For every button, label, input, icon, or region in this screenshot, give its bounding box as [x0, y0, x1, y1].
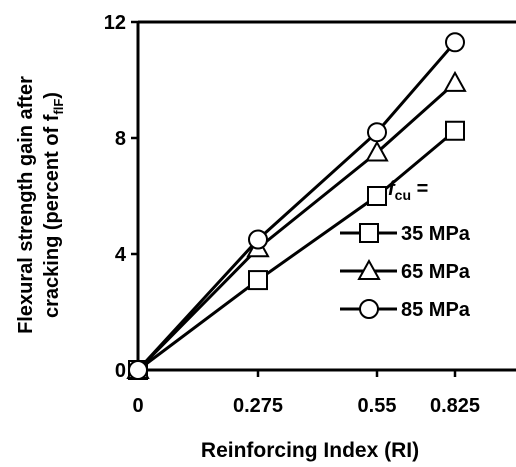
- legend-title-prefix: f: [388, 178, 397, 200]
- data-point: [248, 229, 268, 250]
- data-point: [367, 186, 387, 206]
- data-point: [443, 70, 467, 92]
- legend-marker: [357, 258, 381, 280]
- y-axis-title-line2-prefix: cracking (percent of f: [41, 114, 63, 318]
- y-tick-label: 12: [104, 12, 126, 34]
- y-tick-label: 0: [115, 360, 126, 382]
- x-tick-label: 0.275: [233, 395, 283, 417]
- legend-label: 35 MPa: [401, 223, 471, 245]
- x-axis-title: Reinforcing Index (RI): [201, 439, 419, 462]
- y-axis-title: Flexural strength gain after cracking (p…: [15, 76, 66, 334]
- x-ticks: 0 0.275 0.55 0.825: [132, 370, 480, 417]
- legend-title-sub: cu: [395, 187, 411, 203]
- data-point: [445, 120, 465, 141]
- legend-title: fcu =: [388, 178, 428, 203]
- series-circle: [128, 32, 465, 380]
- x-tick-label: 0.825: [430, 395, 480, 417]
- x-tick-label: 0: [132, 395, 143, 417]
- data-point: [367, 122, 387, 143]
- data-point: [445, 32, 465, 53]
- series-line: [136, 81, 456, 372]
- y-tick-label: 4: [115, 244, 127, 266]
- series-group: [126, 32, 467, 380]
- y-axis-title-line1: Flexural strength gain after: [15, 76, 37, 334]
- legend-label: 65 MPa: [401, 261, 471, 283]
- y-axis-title-line2: cracking (percent of fflF): [41, 92, 66, 318]
- y-axis-title-line2-suffix: ): [41, 92, 63, 99]
- data-point: [365, 140, 389, 162]
- y-tick-label: 8: [115, 128, 126, 150]
- legend-entry: 35 MPa: [340, 223, 471, 245]
- axes: [136, 20, 516, 372]
- x-tick-label: 0.55: [358, 395, 397, 417]
- legend-label: 85 MPa: [401, 299, 471, 321]
- legend-marker: [359, 299, 379, 319]
- legend-entry: 65 MPa: [340, 258, 471, 283]
- series-square: [128, 120, 465, 380]
- y-axis-title-line2-sub: flF: [51, 99, 66, 115]
- legend-title-suffix: =: [411, 178, 428, 200]
- legend-marker: [359, 223, 379, 243]
- y-ticks: 0 4 8 12: [104, 12, 138, 382]
- series-line: [136, 41, 457, 372]
- data-point: [128, 360, 148, 380]
- legend: fcu = 35 MPa 65 MPa 85 MPa: [340, 178, 471, 321]
- legend-entry: 85 MPa: [340, 299, 471, 321]
- series-line: [137, 129, 456, 372]
- data-point: [248, 270, 268, 291]
